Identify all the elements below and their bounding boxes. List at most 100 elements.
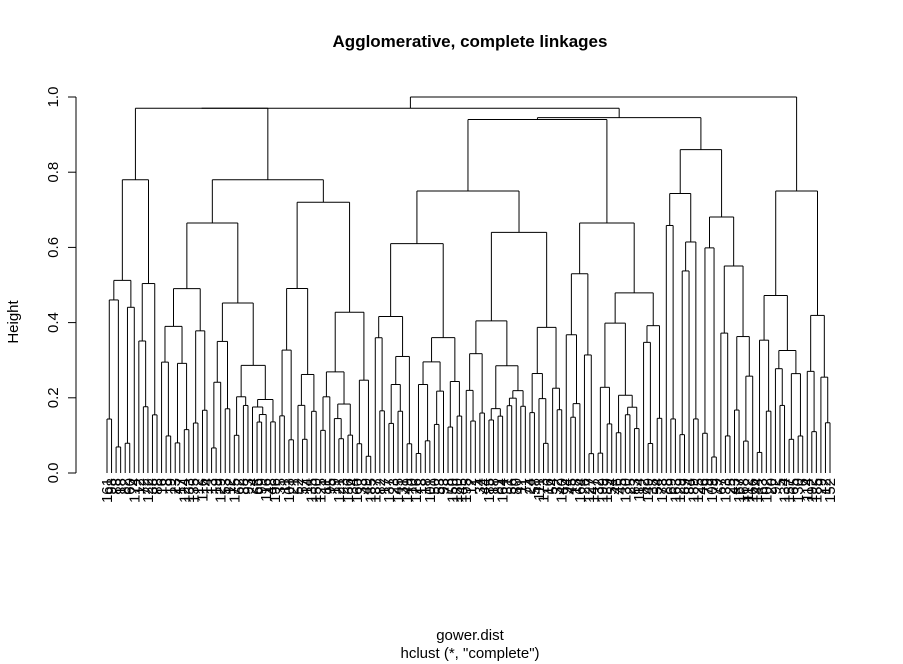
leaf-label: 173 (536, 478, 553, 503)
leaf-label: 129 (672, 478, 689, 503)
leaf-label: 157 (781, 478, 798, 503)
leaf-label: 174 (126, 478, 143, 503)
leaf-label: 99 (254, 478, 271, 495)
leaf-label: 31 (499, 478, 516, 495)
leaf-label: 31 (395, 478, 412, 495)
leaf-label: 26 (576, 478, 593, 495)
leaf-label: 24 (522, 478, 539, 495)
leaf-label: 17 (172, 478, 189, 495)
leaf-label: 134 (777, 478, 794, 503)
leaf-label: 10 (404, 478, 421, 495)
leaf-label: 20 (763, 478, 780, 495)
leaf-label: 192 (804, 478, 821, 503)
leaf-label: 125 (690, 478, 707, 503)
y-tick-label: 0.4 (45, 312, 62, 333)
leaf-label: 124 (176, 478, 193, 503)
leaf-label: 54 (545, 478, 562, 495)
leaf-label: 93 (435, 478, 452, 495)
y-axis-label: Height (5, 299, 22, 343)
leaf-label: 14 (199, 478, 216, 495)
leaf-label: 62 (231, 478, 248, 495)
leaf-label: 16 (540, 478, 557, 495)
leaf-label: 133 (717, 478, 734, 503)
leaf-label: 185 (808, 478, 825, 503)
leaf-label: 19 (163, 478, 180, 495)
y-tick-label: 0.0 (45, 463, 62, 484)
leaf-label: 135 (304, 478, 321, 503)
leaf-label: 25 (722, 478, 739, 495)
leaf-label: 14 (299, 478, 316, 495)
leaf-label: 46 (608, 478, 625, 495)
leaf-label: 53 (431, 478, 448, 495)
leaf-label: 45 (563, 478, 580, 495)
leaf-label: 122 (140, 478, 157, 503)
leaf-label: 18 (113, 478, 130, 495)
leaf-label: 16 (154, 478, 171, 495)
leaf-label: 175 (226, 478, 243, 503)
leaf-label: 82 (117, 478, 134, 495)
leaf-label: 127 (581, 478, 598, 503)
leaf-label: 161 (99, 478, 116, 503)
leaf-label: 112 (740, 478, 757, 502)
leaf-label: 149 (640, 478, 657, 503)
leaf-label: 116 (258, 478, 275, 502)
leaf-label: 81 (490, 478, 507, 495)
leaf-label: 19 (326, 478, 343, 495)
leaf-label: 35 (272, 478, 289, 495)
leaf-label: 135 (185, 478, 202, 503)
leaf-label: 58 (526, 478, 543, 495)
leaf-label: 160 (349, 478, 366, 503)
leaf-label: 185 (481, 478, 498, 503)
leaf-label: 67 (713, 478, 730, 495)
leaf-label: 164 (572, 478, 589, 503)
leaf-label: 147 (586, 478, 603, 503)
y-tick-label: 0.8 (45, 162, 62, 183)
leaf-label: 54 (649, 478, 666, 495)
leaf-label: 187 (367, 478, 384, 503)
leaf-label: 29 (813, 478, 830, 495)
leaf-label: 189 (686, 478, 703, 503)
leaf-label: 150 (308, 478, 325, 503)
chart-title: Agglomerative, complete linkages (333, 32, 608, 51)
leaf-label: 5 (772, 478, 789, 486)
leaf-label: 140 (554, 478, 571, 503)
leaf-label: 88 (149, 478, 166, 495)
leaf-label: 38 (144, 478, 161, 495)
leaf-label: 94 (558, 478, 575, 495)
leaf-label: 114 (799, 478, 816, 502)
leaf-label: 71 (517, 478, 534, 495)
leaf-label: 17 (376, 478, 393, 495)
leaf-label: 178 (654, 478, 671, 503)
leaf-label: 65 (786, 478, 803, 495)
leaf-label: 82 (372, 478, 389, 495)
leaf-label: 79 (699, 478, 716, 495)
leaf-label: 12 (817, 478, 834, 495)
leaf-label: 199 (595, 478, 612, 503)
leaf-label: 126 (408, 478, 425, 503)
leaf-label: 49 (358, 478, 375, 495)
leaf-label: 88 (108, 478, 125, 495)
leaf-label: 88 (658, 478, 675, 495)
leaf-label: 18 (567, 478, 584, 495)
leaf-label: 24 (245, 478, 262, 495)
leaf-label: 12 (222, 478, 239, 495)
leaf-label: 21 (285, 478, 302, 495)
leaf-label: 145 (390, 478, 407, 503)
y-tick-label: 0.2 (45, 387, 62, 408)
leaf-label: 19 (208, 478, 225, 495)
leaf-label: 150 (445, 478, 462, 503)
leaf-label: 144 (749, 478, 766, 503)
leaf-label: 48 (263, 478, 280, 495)
leaf-label: 130 (790, 478, 807, 503)
leaf-label: 60 (122, 478, 139, 495)
leaf-label: 92 (767, 478, 784, 495)
leaf-label: 11 (513, 478, 530, 494)
leaf-label: 166 (745, 478, 762, 503)
leaf-label: 168 (736, 478, 753, 503)
leaf-label: 83 (626, 478, 643, 495)
leaf-label: 63 (754, 478, 771, 495)
leaf-label: 125 (313, 478, 330, 503)
leaf-label: 149 (399, 478, 416, 503)
leaf-label: 167 (731, 478, 748, 503)
leaf-label: 93 (240, 478, 257, 495)
